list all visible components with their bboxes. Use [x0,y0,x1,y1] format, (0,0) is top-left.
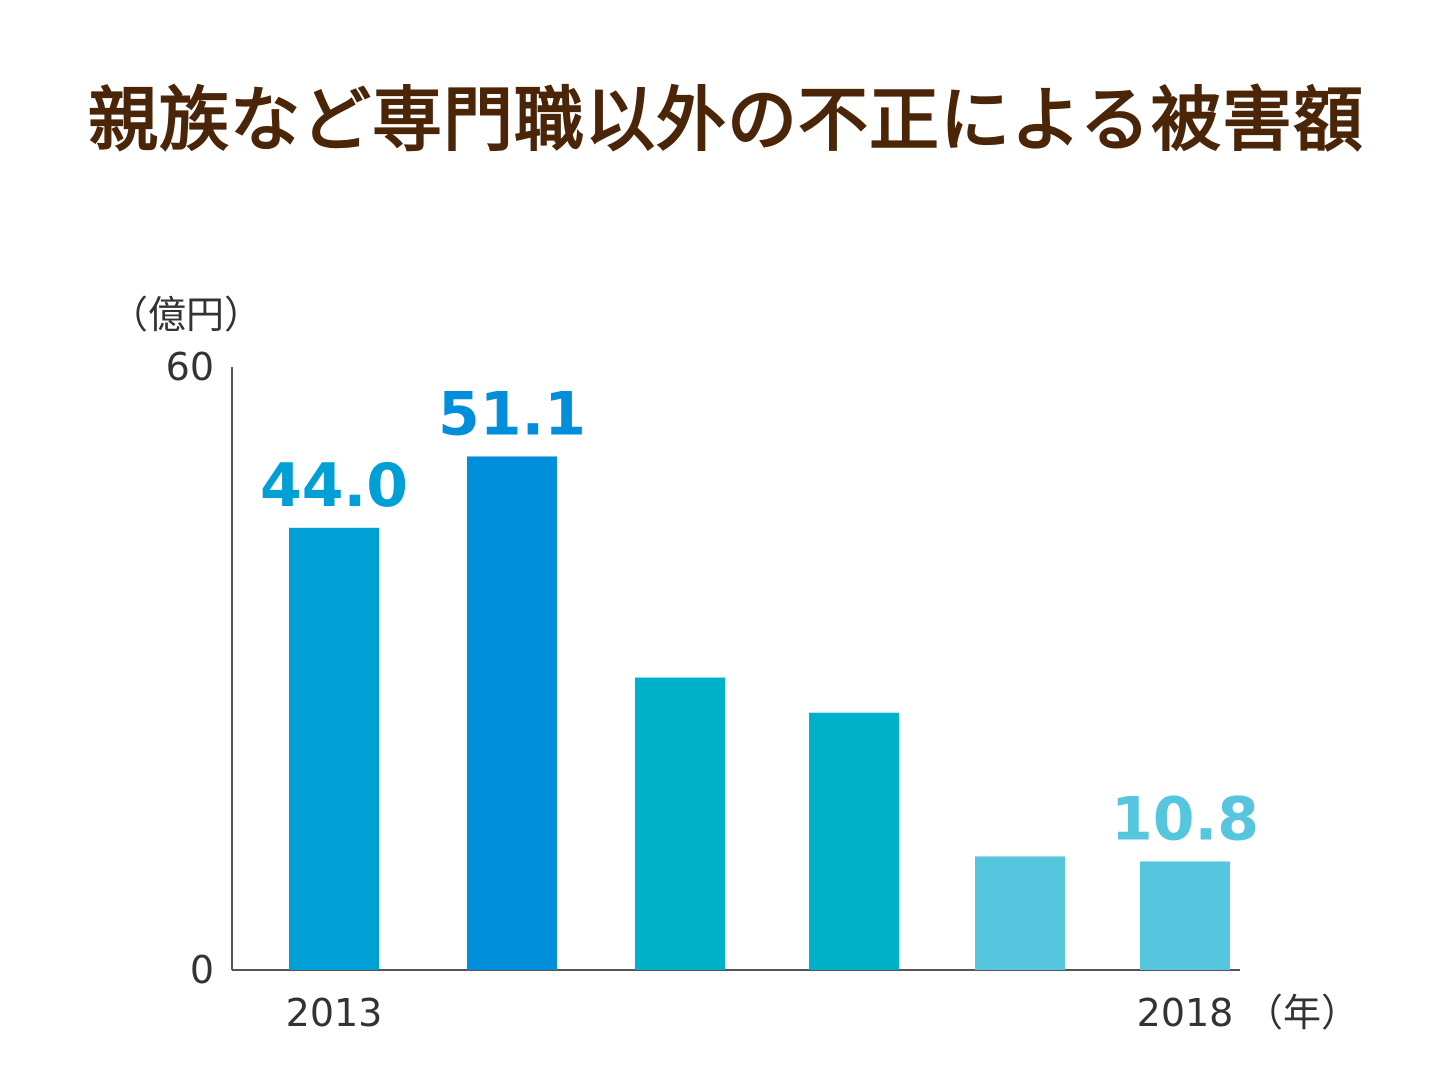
y-tick-label-60: 60 [166,345,214,389]
bar-2018 [1140,861,1230,970]
labels: 2013 44.0 51.1 2018 10.8 （年） [260,379,1359,1035]
bar-2013 [289,527,379,970]
bar-2014 [467,456,557,970]
bar-2015 [635,677,725,970]
data-label-2014: 51.1 [438,379,586,449]
bar-2016 [809,712,899,970]
y-axis-unit-label: （億円） [110,293,262,337]
data-label-2018: 10.8 [1111,784,1259,854]
x-axis-unit-label: （年） [1245,991,1359,1035]
data-label-2013: 44.0 [260,451,408,521]
axes: （億円） 0 60 [110,293,1240,992]
bar-2017 [975,856,1065,970]
chart-title: 親族など専門職以外の不正による被害額 [88,79,1364,161]
bars [289,456,1230,970]
x-tick-label-2018: 2018 [1137,991,1234,1035]
x-tick-label-2013: 2013 [286,991,383,1035]
y-tick-label-0: 0 [190,948,214,992]
